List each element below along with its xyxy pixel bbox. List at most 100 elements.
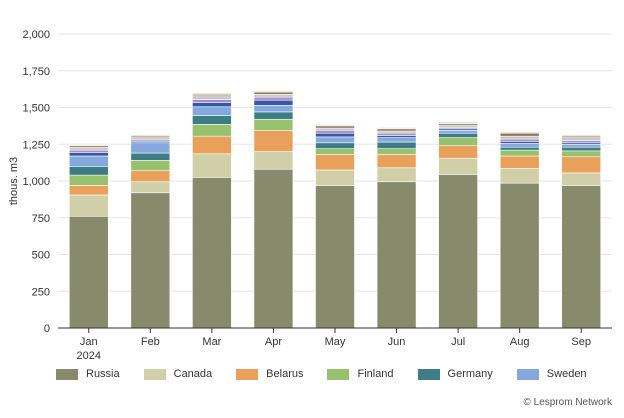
bar-segment-other-4 <box>315 125 355 129</box>
bar-segment-germany <box>499 146 540 151</box>
bar-segment-canada <box>561 172 602 186</box>
bar-segment-belarus <box>438 145 478 159</box>
bar-segment-other-2 <box>192 99 232 103</box>
bar-segment-sweden <box>561 143 602 148</box>
legend-swatch <box>327 368 350 380</box>
legend-item-finland[interactable]: Finland <box>327 368 394 380</box>
y-tick-label: 1,500 <box>22 103 50 115</box>
bar-segment-sweden <box>315 136 355 144</box>
bar-segment-russia <box>253 168 294 329</box>
bar-segment-other-2 <box>315 129 355 134</box>
x-tick-label: Jan <box>80 336 98 348</box>
bar-segment-sweden <box>376 137 417 143</box>
bar-segment-other-5 <box>376 127 417 130</box>
y-tick-label: 1,750 <box>22 66 50 78</box>
legend: Russia Canada Belarus Finland Germany Sweden <box>56 368 611 380</box>
bar-segment-canada <box>192 153 232 178</box>
y-tick-label: 750 <box>32 213 50 225</box>
legend-item-russia[interactable]: Russia <box>56 368 120 380</box>
bar-segment-belarus <box>561 156 602 174</box>
bar-segment-other-1 <box>499 141 540 144</box>
legend-label: Germany <box>447 368 493 380</box>
bar-segment-other-5 <box>253 90 294 93</box>
legend-item-sweden[interactable]: Sweden <box>516 368 587 380</box>
legend-label: Belarus <box>266 368 304 380</box>
bar-segment-other-3 <box>499 135 540 140</box>
bar-segment-other-1 <box>68 152 109 157</box>
bar-segment-russia <box>315 185 355 329</box>
bar-segment-belarus <box>315 154 355 171</box>
y-tick-label: 1,000 <box>22 176 50 188</box>
bar-segment-sweden <box>438 129 478 134</box>
bar-segment-finland <box>499 149 540 157</box>
bar-segment-russia <box>499 182 540 329</box>
bar-segment-russia <box>130 192 171 329</box>
x-tick-label: Jul <box>451 336 465 348</box>
bar-segment-germany <box>253 111 294 120</box>
bar-segment-belarus <box>68 185 109 196</box>
bar-segment-other-5 <box>192 92 232 95</box>
bar-segment-other-3 <box>253 93 294 98</box>
bar-segment-other-1 <box>376 135 417 138</box>
bar-segment-finland <box>68 174 109 186</box>
y-axis-label: thous. m3 <box>8 157 20 205</box>
legend-swatch <box>516 368 539 380</box>
x-tick-label: May <box>325 336 346 348</box>
bar-segment-sweden <box>130 142 171 154</box>
y-tick-label: 1,250 <box>22 139 50 151</box>
bar-segment-sweden <box>253 104 294 113</box>
x-tick-sublabel: 2024 <box>77 350 101 362</box>
x-tick-label: Mar <box>202 336 221 348</box>
bar-segment-other-3 <box>130 137 171 141</box>
legend-item-germany[interactable]: Germany <box>417 368 493 380</box>
x-tick-label: Jun <box>388 336 406 348</box>
credit-text: © Lesprom Network <box>523 397 612 408</box>
bar-segment-canada <box>253 151 294 170</box>
legend-swatch <box>417 368 440 380</box>
bar-segment-other-5 <box>130 134 171 137</box>
bar-segment-other-3 <box>315 127 355 131</box>
bar-segment-other-2 <box>68 149 109 153</box>
bar-segment-canada <box>68 194 109 217</box>
y-tick-label: 250 <box>32 286 50 298</box>
legend-label: Russia <box>86 368 120 380</box>
bar-segment-germany <box>438 132 478 138</box>
legend-item-belarus[interactable]: Belarus <box>236 368 303 380</box>
bar-segment-belarus <box>376 154 417 169</box>
bar-segment-finland <box>376 148 417 155</box>
bar-segment-germany <box>130 152 171 161</box>
bar-segment-other-2 <box>499 138 540 142</box>
bar-segment-belarus <box>253 129 294 152</box>
legend-swatch <box>56 368 78 380</box>
bar-segment-other-2 <box>561 140 602 144</box>
bar-segment-canada <box>315 169 355 186</box>
x-tick-label: Sep <box>571 336 591 348</box>
bar-segment-belarus <box>192 135 232 155</box>
legend-label: Canada <box>173 368 213 380</box>
bar-segment-sweden <box>499 143 540 148</box>
bar-segment-other-3 <box>561 137 602 141</box>
bar-segment-other-1 <box>253 99 294 106</box>
bar-segment-finland <box>561 150 602 158</box>
bar-segment-finland <box>253 118 294 131</box>
bar-segment-other-1 <box>192 102 232 108</box>
y-tick-label: 0 <box>44 323 50 335</box>
bar-segment-canada <box>499 168 540 184</box>
bar-segment-finland <box>192 124 232 137</box>
legend-swatch <box>143 368 166 380</box>
bar-segment-other-3 <box>438 124 478 128</box>
bar-segment-other-4 <box>253 91 294 95</box>
bar-segment-canada <box>376 167 417 183</box>
bar-segment-other-3 <box>376 130 417 134</box>
bar-segment-sweden <box>192 106 232 116</box>
bar-segment-germany <box>68 166 109 176</box>
x-tick-label: Aug <box>510 336 530 348</box>
bar-segment-germany <box>192 115 232 125</box>
bar-segment-russia <box>376 181 417 329</box>
bar-segment-canada <box>130 181 171 194</box>
bar-segment-other-3 <box>68 146 109 151</box>
bar-segment-sweden <box>68 155 109 167</box>
legend-item-canada[interactable]: Canada <box>143 368 213 380</box>
bar-segment-germany <box>561 146 602 152</box>
